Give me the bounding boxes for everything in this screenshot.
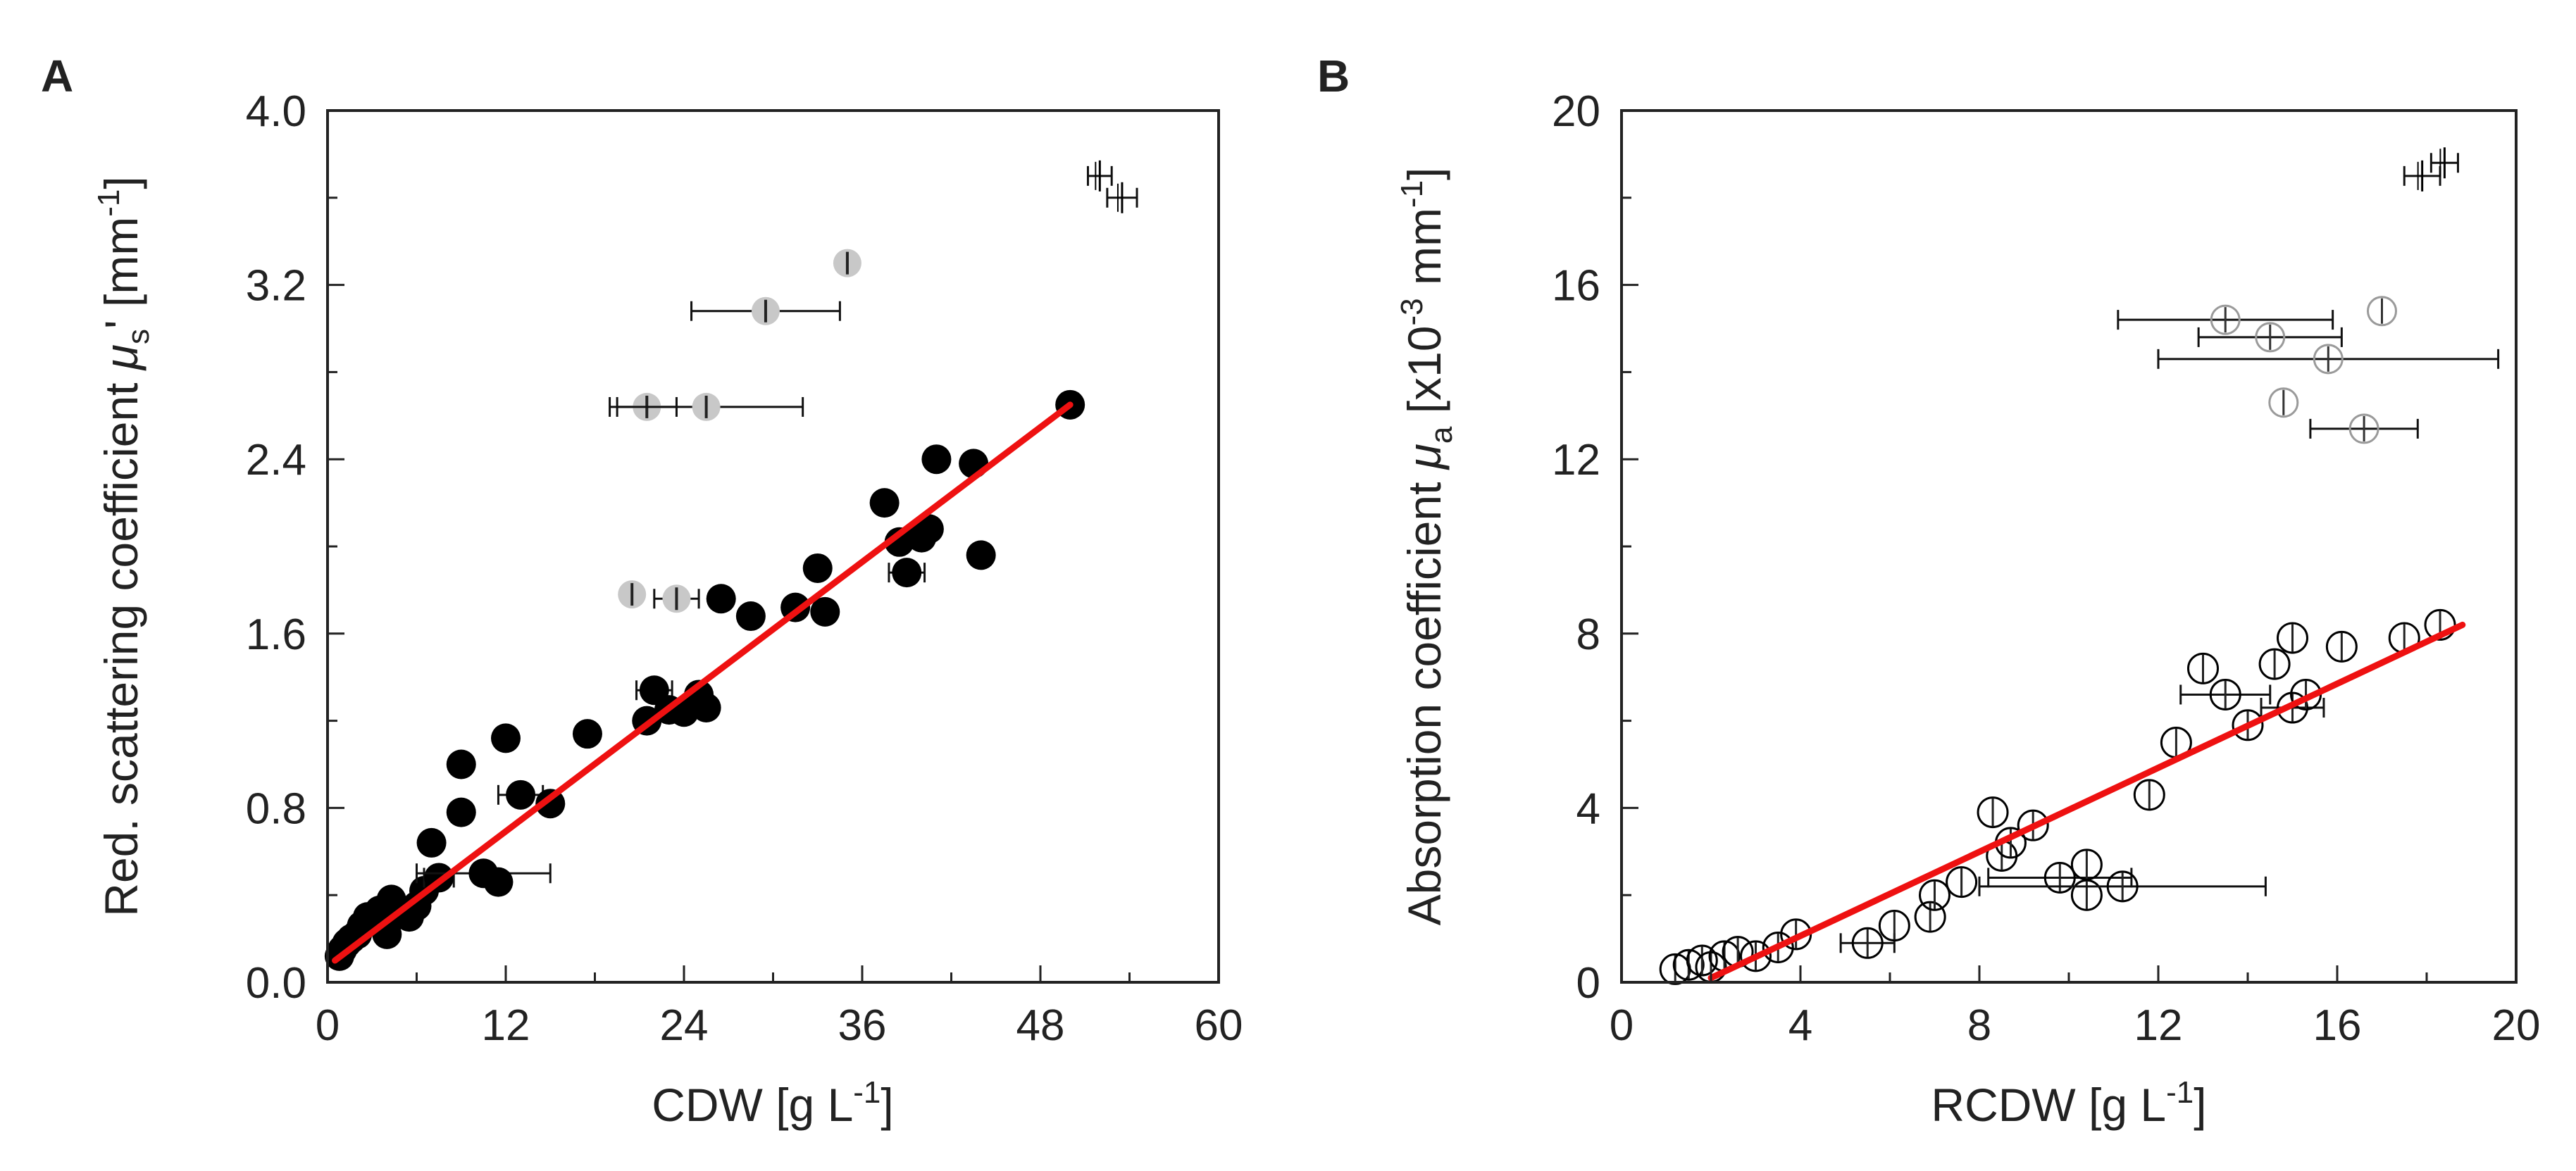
panel-b-x-tick-label: 12 (2134, 1001, 2183, 1050)
panel-a-data-point (706, 584, 736, 614)
panel-b-plot-frame (1620, 109, 2518, 984)
panel-b-data-point (2424, 608, 2456, 641)
panel-b-y-tick-label: 16 (1552, 262, 1600, 311)
panel-b-data-point (2187, 652, 2219, 684)
panel-b-x-tick-label: 20 (2492, 1001, 2541, 1050)
panel-a-data-point (892, 558, 922, 588)
panel-b-data-point (2258, 648, 2291, 680)
panel-a-data-point (535, 789, 566, 819)
panel-a-x-tick-label: 0 (316, 1001, 340, 1050)
panel-a-data-point (691, 693, 721, 723)
panel-a-data-point (483, 867, 514, 897)
panel-a-chart: A 0 12 24 36 48 60 0.0 0.8 1.6 2.4 3.2 4.0 CDW [g L… (41, 51, 1243, 1131)
panel-b-excluded-point (2367, 296, 2397, 327)
panel-b-excluded-point (2348, 413, 2379, 444)
panel-b-fit-line (1707, 621, 2466, 982)
panel-b-data-point (1762, 931, 1794, 963)
panel-b-marks (1659, 147, 2500, 985)
panel-a-y-tick-label: 2.4 (246, 436, 306, 484)
panel-a-data-point (914, 514, 944, 544)
panel-b-data-point (2017, 809, 2049, 841)
panel-a-data-point (416, 827, 447, 858)
panel-b-x-tick-label: 4 (1788, 1001, 1812, 1050)
panel-a-x-tick-label: 36 (838, 1001, 887, 1050)
panel-b-data-point (1878, 910, 1910, 942)
panel-b-data-point (1946, 866, 1978, 898)
panel-b-data-point (2232, 709, 2264, 741)
panel-b-data-point (1740, 940, 1772, 972)
panel-b-data-point (2133, 779, 2165, 811)
panel-a-y-tick-label: 3.2 (246, 262, 306, 311)
panel-a-x-tick-label: 24 (660, 1001, 709, 1050)
panel-a-data-point (572, 719, 602, 749)
panel-a-marks (324, 160, 1138, 971)
panel-b-y-tick-label: 8 (1576, 610, 1600, 659)
panel-a-y-tick-label: 1.6 (246, 610, 306, 659)
panel-b-excluded-point (2255, 322, 2286, 353)
panel-a-fit-line (332, 401, 1074, 964)
panel-a-data-point (921, 444, 952, 475)
panel-b-letter: B (1317, 51, 1350, 101)
panel-b-data-point (2325, 630, 2358, 663)
panel-b-chart: B 0 4 8 12 16 20 0 4 8 12 16 20 RCDW [g L-1] Absorp… (1317, 51, 2540, 1131)
panel-a-plot-frame (326, 109, 1220, 984)
panel-a-y-tick-label: 0.8 (246, 784, 306, 833)
panel-b-y-tick-label: 0 (1576, 959, 1600, 1008)
panel-a-x-tick-label: 48 (1016, 1001, 1065, 1050)
panel-b-data-point (2043, 861, 2076, 894)
panel-b-data-point (1686, 944, 1718, 977)
panel-b-axes: 0 4 8 12 16 20 0 4 8 12 16 20 (1552, 87, 2540, 1050)
panel-a-y-axis-title: Red. scattering coefficient μs' [mm-1] (92, 176, 156, 916)
panel-b-x-axis-title: RCDW [g L-1] (1931, 1075, 2206, 1131)
panel-b-excluded-point (2268, 387, 2299, 418)
panel-b-data-point (1977, 796, 2009, 829)
panel-b-data-point (1919, 879, 1950, 911)
panel-b-excluded-point (2313, 344, 2344, 375)
panel-a-data-point (869, 488, 900, 518)
panel-a-data-point (735, 601, 766, 632)
panel-a-x-axis-title: CDW [g L-1] (652, 1075, 894, 1131)
panel-a-data-point (446, 797, 476, 827)
panel-b-x-tick-label: 8 (1967, 1001, 1991, 1050)
panel-b-y-tick-label: 4 (1576, 784, 1600, 833)
panel-b-data-point (2277, 691, 2308, 724)
panel-b-data-point (2277, 622, 2308, 654)
panel-b-data-point (2070, 879, 2103, 911)
panel-b-y-tick-label: 12 (1552, 436, 1600, 484)
panel-b-data-point (2106, 870, 2139, 903)
panel-b-y-axis-title: Absorption coefficient μa [x10-3 mm-1] (1395, 168, 1459, 926)
panel-a-y-tick-label: 0.0 (246, 959, 306, 1008)
panel-a-data-point (884, 527, 914, 557)
panel-a-data-point (491, 723, 521, 753)
panel-b-x-tick-label: 16 (2313, 1001, 2362, 1050)
panel-a-letter: A (41, 51, 73, 101)
panel-b-data-point (1851, 927, 1884, 959)
panel-a-x-tick-label: 12 (482, 1001, 530, 1050)
panel-a-data-point (810, 596, 840, 627)
panel-a-data-point (966, 540, 996, 570)
panel-a-x-tick-label: 60 (1195, 1001, 1243, 1050)
panel-b-data-point (2209, 678, 2241, 710)
panel-b-excluded-point (2210, 304, 2241, 335)
panel-a-y-tick-label: 4.0 (246, 87, 306, 136)
panel-b-y-tick-label: 20 (1552, 87, 1600, 136)
panel-a-axes: 0 12 24 36 48 60 0.0 0.8 1.6 2.4 3.2 4.0 (246, 87, 1243, 1050)
panel-a-data-point (802, 553, 833, 583)
panel-a-data-point (446, 749, 476, 779)
panel-a-data-point (506, 779, 536, 810)
panel-b-data-point (1914, 901, 1946, 933)
panel-b-data-point (1672, 948, 1705, 981)
panel-b-x-tick-label: 0 (1610, 1001, 1634, 1050)
